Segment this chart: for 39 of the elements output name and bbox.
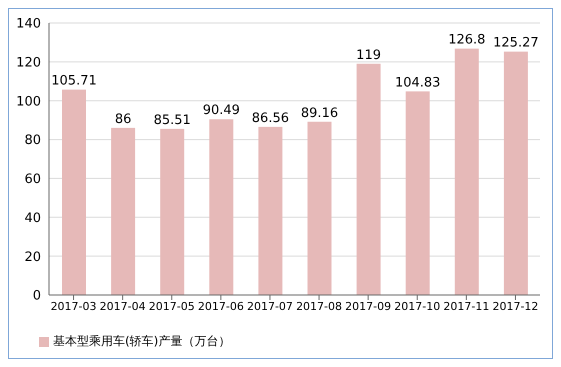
bar (406, 91, 430, 295)
x-tick-label: 2017-12 (492, 300, 538, 313)
data-label: 90.49 (202, 103, 240, 118)
y-tick-label: 20 (24, 250, 41, 265)
bar (62, 90, 86, 295)
data-label: 126.8 (448, 32, 486, 48)
x-tick-label: 2017-06 (198, 300, 244, 313)
x-tick-label: 2017-04 (100, 300, 146, 313)
y-tick-label: 120 (16, 55, 41, 70)
legend-label: 基本型乘用车(轿车)产量（万台） (53, 334, 230, 348)
x-tick-label: 2017-11 (443, 300, 490, 313)
data-label: 105.71 (51, 74, 97, 89)
data-label: 86.56 (252, 110, 290, 126)
data-label: 119 (356, 48, 382, 63)
bar (160, 128, 184, 295)
y-tick-label: 140 (16, 16, 41, 32)
y-tick-label: 0 (32, 288, 41, 304)
bar (111, 128, 136, 295)
x-tick-label: 2017-07 (246, 300, 293, 313)
x-tick-label: 2017-03 (50, 300, 97, 313)
x-tick-label: 2017-09 (345, 300, 392, 313)
bar (504, 52, 528, 295)
x-tick-label: 2017-05 (148, 300, 195, 313)
y-tick-label: 80 (24, 133, 41, 148)
data-label: 125.27 (493, 36, 539, 51)
x-tick-label: 2017-08 (296, 300, 342, 313)
data-label: 104.83 (394, 75, 440, 90)
bar (209, 119, 234, 295)
bar (356, 64, 381, 295)
bar (308, 122, 332, 295)
y-tick-label: 60 (24, 172, 41, 188)
y-tick-label: 100 (16, 94, 41, 110)
bar (454, 48, 479, 295)
data-label: 89.16 (300, 106, 338, 121)
data-label: 86 (114, 112, 132, 127)
data-label: 85.51 (154, 112, 191, 128)
bar (258, 126, 282, 295)
y-tick-label: 40 (24, 210, 41, 226)
x-tick-label: 2017-10 (394, 300, 440, 313)
